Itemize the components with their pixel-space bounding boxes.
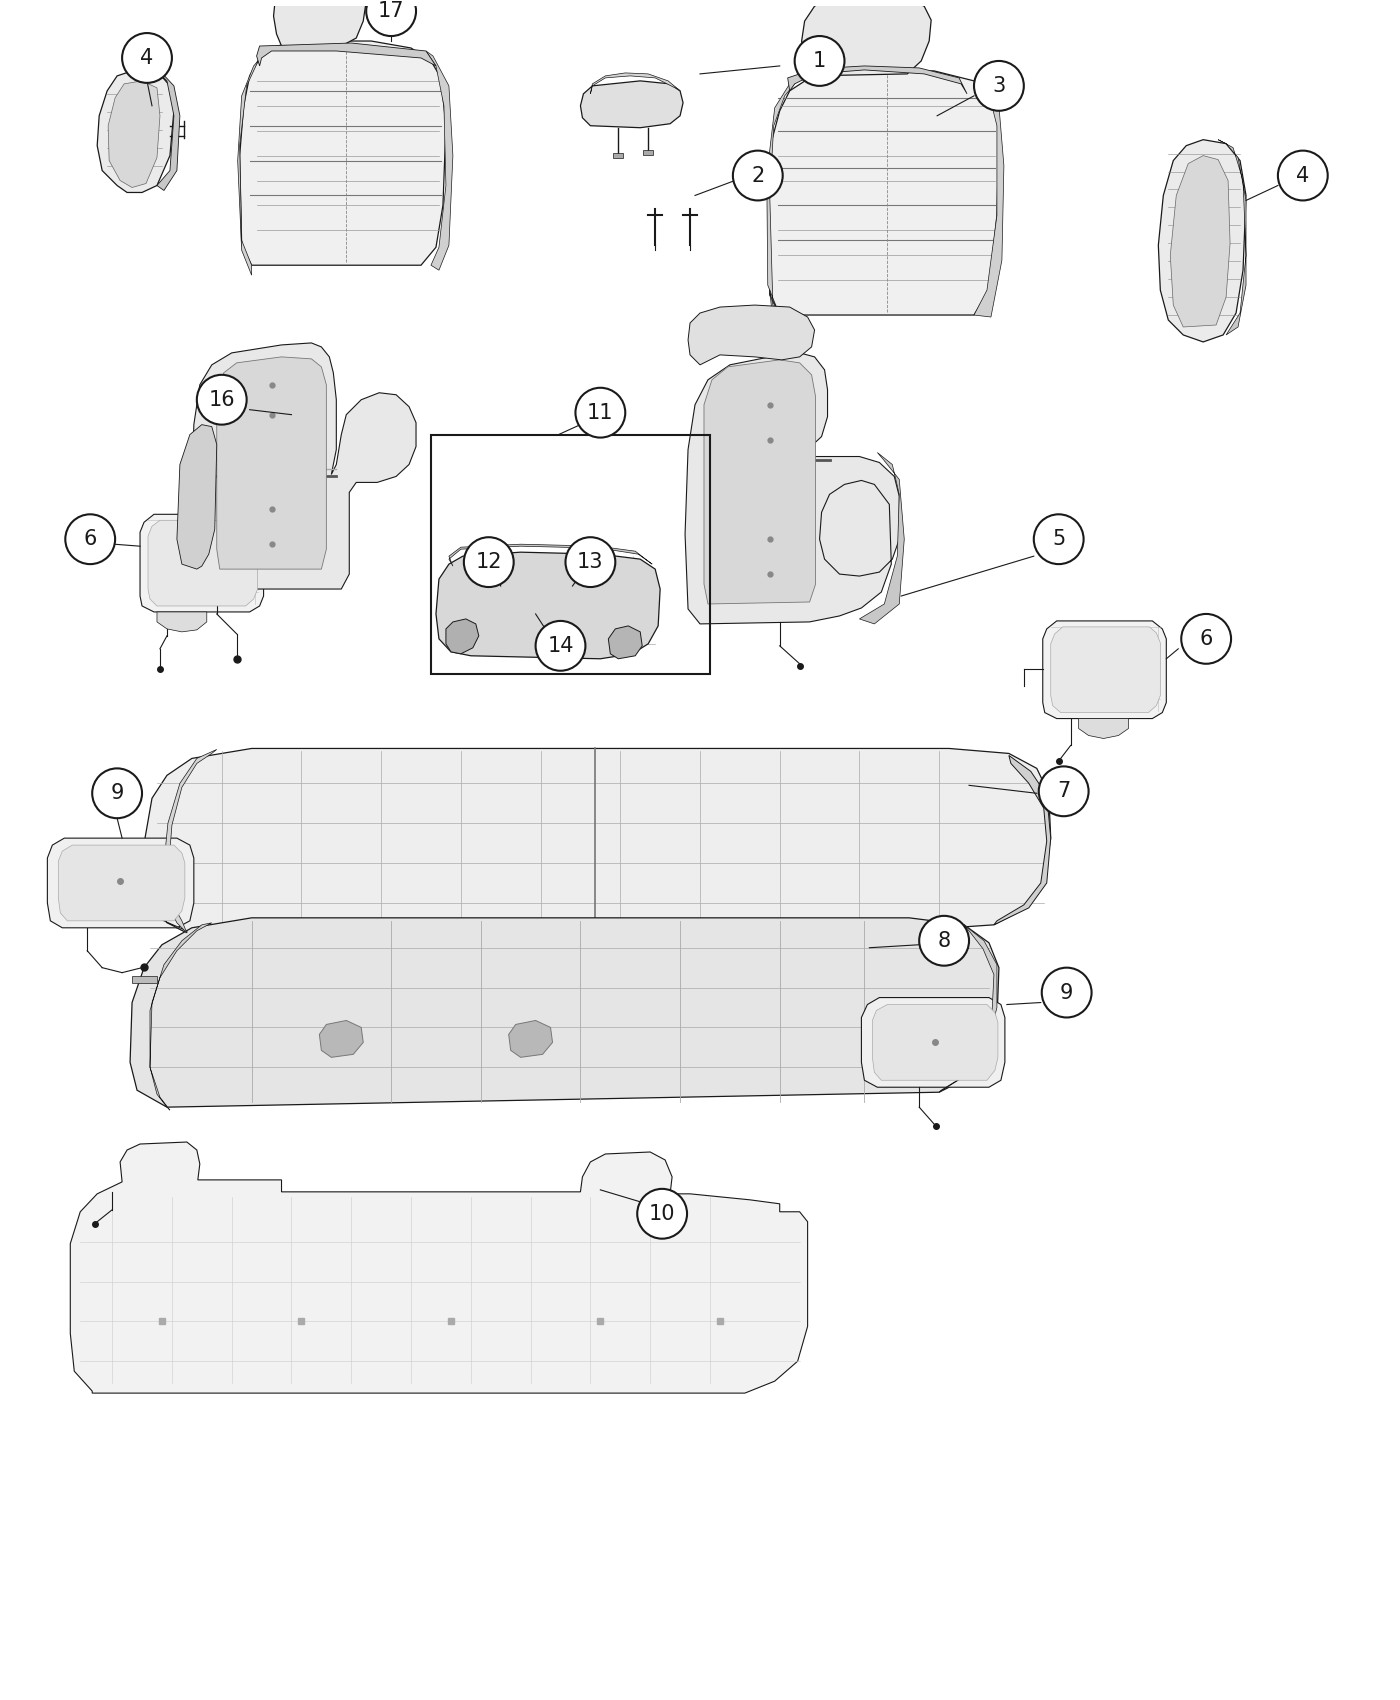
- Polygon shape: [239, 41, 447, 265]
- Text: 8: 8: [938, 932, 951, 950]
- Polygon shape: [132, 976, 157, 983]
- Polygon shape: [192, 343, 416, 588]
- Polygon shape: [146, 748, 1051, 935]
- Circle shape: [463, 537, 514, 586]
- Polygon shape: [508, 1020, 553, 1057]
- Polygon shape: [164, 750, 217, 933]
- Polygon shape: [770, 291, 790, 321]
- Polygon shape: [59, 845, 185, 921]
- Polygon shape: [217, 357, 326, 570]
- Text: 9: 9: [1060, 983, 1074, 1003]
- Polygon shape: [238, 46, 277, 275]
- Circle shape: [1278, 151, 1327, 201]
- Polygon shape: [802, 0, 931, 76]
- Polygon shape: [613, 153, 623, 158]
- Polygon shape: [1078, 719, 1128, 738]
- Polygon shape: [685, 354, 899, 624]
- Polygon shape: [130, 918, 1000, 1107]
- Polygon shape: [157, 71, 179, 190]
- Circle shape: [974, 61, 1023, 110]
- Circle shape: [920, 916, 969, 966]
- Polygon shape: [994, 755, 1051, 925]
- Circle shape: [367, 0, 416, 36]
- Polygon shape: [449, 544, 652, 566]
- Polygon shape: [140, 515, 263, 612]
- Polygon shape: [939, 925, 997, 1091]
- Circle shape: [92, 768, 141, 818]
- Polygon shape: [108, 82, 160, 187]
- Polygon shape: [643, 150, 654, 155]
- Text: 7: 7: [1057, 782, 1071, 801]
- Polygon shape: [70, 1142, 808, 1392]
- Circle shape: [637, 1188, 687, 1239]
- Polygon shape: [97, 71, 174, 192]
- Polygon shape: [860, 452, 904, 624]
- Polygon shape: [872, 1005, 998, 1080]
- Circle shape: [1042, 967, 1092, 1018]
- Circle shape: [66, 515, 115, 564]
- Polygon shape: [176, 425, 217, 570]
- Polygon shape: [48, 838, 193, 928]
- Text: 6: 6: [84, 529, 97, 549]
- Polygon shape: [609, 626, 643, 660]
- Circle shape: [566, 537, 616, 586]
- Polygon shape: [1218, 139, 1246, 335]
- Polygon shape: [1158, 139, 1246, 342]
- Polygon shape: [767, 73, 808, 320]
- Polygon shape: [581, 82, 683, 128]
- Circle shape: [1039, 767, 1089, 816]
- Polygon shape: [435, 552, 661, 660]
- Polygon shape: [447, 619, 479, 654]
- Text: 1: 1: [813, 51, 826, 71]
- Text: 4: 4: [140, 48, 154, 68]
- Polygon shape: [861, 998, 1005, 1088]
- Polygon shape: [1051, 627, 1161, 712]
- Polygon shape: [687, 304, 815, 366]
- Polygon shape: [974, 78, 1004, 316]
- Text: 13: 13: [577, 552, 603, 573]
- Polygon shape: [1043, 620, 1166, 719]
- Circle shape: [197, 374, 246, 425]
- Text: 9: 9: [111, 784, 123, 804]
- Circle shape: [122, 32, 172, 83]
- Polygon shape: [426, 51, 452, 270]
- Text: 16: 16: [209, 389, 235, 410]
- Polygon shape: [157, 612, 207, 632]
- Bar: [431, 435, 710, 673]
- Polygon shape: [767, 71, 1000, 314]
- Text: 12: 12: [476, 552, 503, 573]
- Polygon shape: [146, 877, 186, 933]
- Text: 10: 10: [648, 1204, 675, 1224]
- Circle shape: [1033, 515, 1084, 564]
- Polygon shape: [704, 360, 816, 604]
- Text: 11: 11: [587, 403, 613, 423]
- Circle shape: [575, 388, 626, 437]
- Circle shape: [1182, 614, 1231, 663]
- Polygon shape: [148, 520, 258, 605]
- Text: 2: 2: [752, 165, 764, 185]
- Polygon shape: [1170, 156, 1231, 326]
- Text: 17: 17: [378, 2, 405, 20]
- Circle shape: [732, 151, 783, 201]
- Polygon shape: [256, 42, 435, 66]
- Circle shape: [795, 36, 844, 87]
- Text: 14: 14: [547, 636, 574, 656]
- Polygon shape: [788, 66, 967, 94]
- Polygon shape: [150, 923, 211, 1110]
- Text: 6: 6: [1200, 629, 1212, 649]
- Polygon shape: [319, 1020, 363, 1057]
- Polygon shape: [591, 73, 680, 94]
- Text: 3: 3: [993, 76, 1005, 95]
- Text: 5: 5: [1051, 529, 1065, 549]
- Circle shape: [536, 620, 585, 672]
- Polygon shape: [273, 0, 367, 46]
- Text: 4: 4: [1296, 165, 1309, 185]
